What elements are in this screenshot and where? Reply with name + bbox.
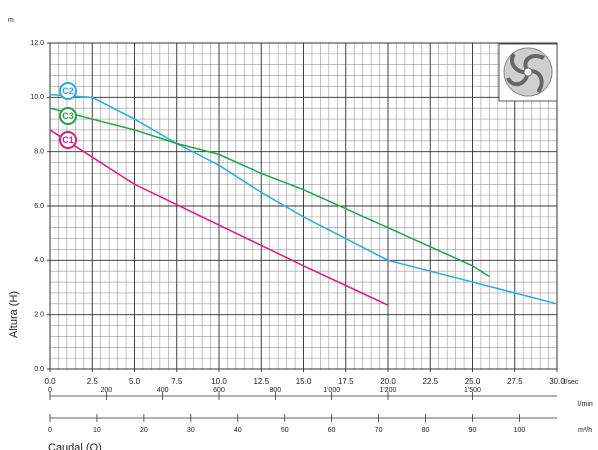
curve-label: C3 bbox=[62, 111, 74, 121]
secondary-tick-label: 40 bbox=[234, 427, 242, 434]
curve bbox=[49, 129, 389, 306]
secondary-tick-label: 400 bbox=[157, 387, 169, 394]
y-axis-label: Altura (H) bbox=[8, 291, 20, 338]
x-tick-label: 17.5 bbox=[338, 377, 354, 386]
secondary-tick-label: 80 bbox=[422, 427, 430, 434]
secondary-tick-label: 200 bbox=[100, 387, 112, 394]
y-tick-label: 12.0 bbox=[30, 40, 44, 47]
secondary-tick-label: 600 bbox=[213, 387, 225, 394]
secondary-unit: l/min bbox=[578, 401, 593, 408]
secondary-tick-label: 0 bbox=[48, 387, 52, 394]
curve-label: C2 bbox=[62, 86, 74, 96]
secondary-tick-label: 100 bbox=[514, 427, 526, 434]
x-axis-label: Caudal (Q) bbox=[48, 442, 102, 450]
curve-label-badge bbox=[59, 82, 77, 100]
secondary-tick-label: 1'500 bbox=[464, 387, 481, 394]
y-tick-label: 8.0 bbox=[34, 149, 44, 156]
x-tick-label: 15.0 bbox=[296, 377, 312, 386]
y-tick-label: 4.0 bbox=[34, 257, 44, 264]
curve-label-badge bbox=[59, 107, 77, 125]
y-tick-label: 2.0 bbox=[34, 312, 44, 319]
curve-label-badge bbox=[59, 131, 77, 149]
x-tick-label: 27.5 bbox=[507, 377, 523, 386]
secondary-tick-label: 0 bbox=[48, 427, 52, 434]
x-tick-label: 12.5 bbox=[253, 377, 269, 386]
curve bbox=[49, 93, 558, 305]
secondary-tick-label: 50 bbox=[281, 427, 289, 434]
x-tick-label: 0.0 bbox=[44, 377, 56, 386]
x-tick-label: 7.5 bbox=[171, 377, 183, 386]
impeller-icon bbox=[498, 43, 558, 102]
x-tick-label: 30.0 bbox=[549, 377, 565, 386]
x-unit: l/sec bbox=[564, 379, 579, 386]
secondary-unit: m³/h bbox=[578, 427, 592, 434]
x-tick-label: 25.0 bbox=[465, 377, 481, 386]
x-tick-label: 5.0 bbox=[129, 377, 141, 386]
x-tick-label: 22.5 bbox=[422, 377, 438, 386]
y-unit: m bbox=[8, 17, 14, 24]
secondary-tick-label: 1'200 bbox=[380, 387, 397, 394]
secondary-tick-label: 1'000 bbox=[323, 387, 340, 394]
secondary-tick-label: 70 bbox=[375, 427, 383, 434]
secondary-tick-label: 90 bbox=[469, 427, 477, 434]
secondary-tick-label: 60 bbox=[328, 427, 336, 434]
curve bbox=[49, 107, 490, 278]
x-tick-label: 2.5 bbox=[87, 377, 99, 386]
secondary-tick-label: 20 bbox=[140, 427, 148, 434]
curve-label: C1 bbox=[62, 135, 74, 145]
secondary-tick-label: 800 bbox=[269, 387, 281, 394]
x-tick-label: 10.0 bbox=[211, 377, 227, 386]
y-tick-label: 6.0 bbox=[34, 203, 44, 210]
y-tick-label: 10.0 bbox=[30, 94, 44, 101]
secondary-tick-label: 10 bbox=[93, 427, 101, 434]
y-tick-label: 0.0 bbox=[34, 366, 44, 373]
x-tick-label: 20.0 bbox=[380, 377, 396, 386]
plot-frame bbox=[49, 42, 558, 370]
secondary-tick-label: 30 bbox=[187, 427, 195, 434]
